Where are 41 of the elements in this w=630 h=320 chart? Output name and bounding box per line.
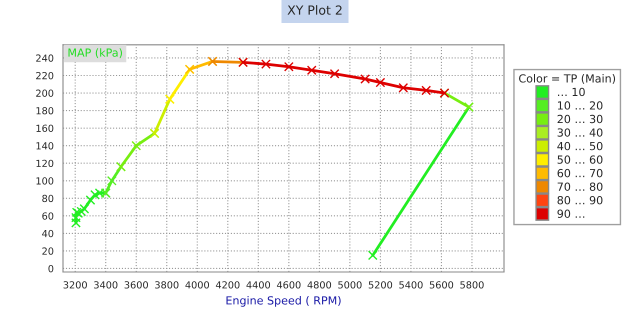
x-tick-label: 5000 bbox=[338, 281, 362, 289]
x-tick-label: 3400 bbox=[94, 281, 118, 289]
legend-label: … 10 bbox=[558, 88, 585, 96]
x-tick-label: 3600 bbox=[124, 281, 148, 289]
x-tick-label: 4200 bbox=[216, 281, 240, 289]
x-tick-label: 5200 bbox=[368, 281, 392, 289]
legend-label: 20 … 30 bbox=[558, 114, 602, 124]
legend-label: 10 … 20 bbox=[558, 101, 602, 110]
x-tick-label: 4400 bbox=[246, 281, 270, 289]
chart-title: XY Plot 2 bbox=[288, 5, 342, 15]
legend-title: Color = TP (Main) bbox=[519, 74, 616, 84]
y-tick-label: 120 bbox=[36, 160, 54, 168]
x-tick-label: 5800 bbox=[460, 281, 484, 289]
y-axis-title: MAP (kPa) bbox=[68, 48, 122, 58]
x-tick-label: 3800 bbox=[155, 281, 178, 289]
x-tick-label: 4000 bbox=[185, 281, 210, 289]
y-tick-label: 20 bbox=[42, 247, 54, 255]
y-tick-label: 0 bbox=[48, 264, 54, 272]
legend-label: 90 … bbox=[557, 210, 584, 218]
y-tick-label: 220 bbox=[36, 72, 54, 80]
x-axis-title: Engine Speed ( RPM) bbox=[226, 296, 341, 307]
y-tick-label: 40 bbox=[42, 230, 54, 238]
x-tick-label: 4600 bbox=[276, 281, 301, 289]
y-tick-label: 200 bbox=[36, 90, 54, 97]
legend-label: 70 … 80 bbox=[558, 182, 602, 191]
y-tick-label: 140 bbox=[36, 142, 54, 150]
y-tick-label: 160 bbox=[36, 124, 54, 132]
y-tick-label: 60 bbox=[42, 212, 54, 220]
y-tick-label: 100 bbox=[36, 177, 54, 185]
y-tick-label: 180 bbox=[36, 107, 54, 114]
y-tick-label: 240 bbox=[36, 54, 54, 62]
legend-label: 80 … 90 bbox=[558, 196, 602, 204]
legend-label: 30 … 40 bbox=[558, 128, 602, 137]
x-tick-label: 5400 bbox=[399, 281, 423, 289]
x-tick-label: 5600 bbox=[430, 281, 454, 289]
legend-label: 40 … 50 bbox=[557, 142, 602, 150]
x-tick-label: 3200 bbox=[64, 281, 87, 289]
x-tick-label: 4800 bbox=[307, 281, 332, 289]
legend-label: 60 … 70 bbox=[558, 168, 602, 178]
y-tick-label: 80 bbox=[42, 194, 54, 202]
legend-label: 50 … 60 bbox=[558, 155, 602, 164]
